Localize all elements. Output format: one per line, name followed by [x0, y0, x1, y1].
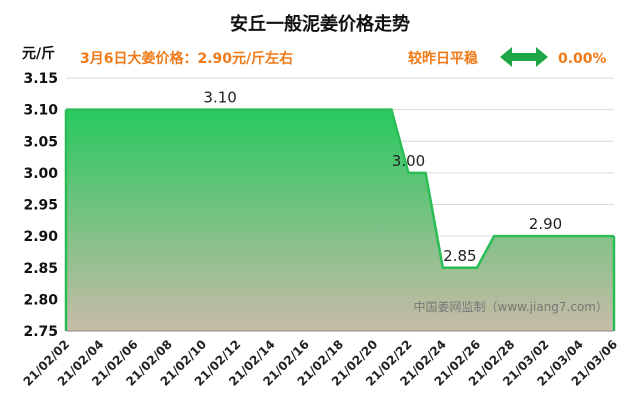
y-tick-label: 2.75 [23, 324, 58, 340]
y-tick-label: 2.85 [23, 261, 58, 277]
x-axis-ticks: 21/02/0221/02/0421/02/0621/02/0821/02/10… [21, 337, 621, 389]
y-axis-unit: 元/斤 [22, 45, 55, 62]
y-tick-label: 2.90 [23, 229, 58, 245]
data-label: 2.85 [443, 247, 476, 265]
trend-text: 较昨日平稳 [408, 50, 478, 67]
y-tick-label: 3.15 [23, 71, 58, 87]
chart-title: 安丘一般泥姜价格走势 [230, 13, 410, 35]
price-area [64, 108, 616, 331]
data-label: 3.10 [203, 89, 236, 107]
trend-percent: 0.00% [558, 51, 607, 67]
y-tick-label: 3.10 [23, 103, 58, 119]
watermark: 中国姜网监制（www.jiang7.com） [414, 299, 608, 314]
y-tick-label: 3.05 [23, 134, 58, 150]
data-labels: 3.10 3.00 2.85 2.90 [203, 89, 562, 265]
area-fill [66, 109, 614, 331]
data-label: 3.00 [392, 152, 425, 170]
price-note: 3月6日大姜价格：2.90元/斤左右 [80, 50, 293, 67]
y-tick-label: 2.95 [23, 198, 58, 214]
y-tick-label: 2.80 [23, 292, 58, 308]
flat-trend-arrow-icon [500, 47, 548, 67]
y-tick-label: 3.00 [23, 166, 58, 182]
y-axis-ticks: 3.15 3.10 3.05 3.00 2.95 2.90 2.85 2.80 2.75 [23, 71, 58, 340]
data-label: 2.90 [529, 215, 562, 233]
